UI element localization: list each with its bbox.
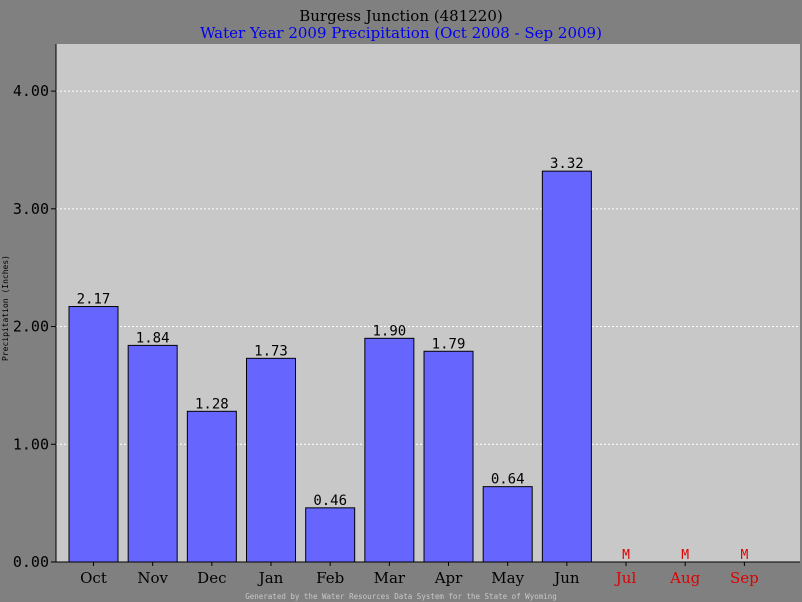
y-tick-label: 2.00 <box>13 318 49 336</box>
x-tick-label-jan: Jan <box>257 569 284 587</box>
bar-jan <box>246 357 297 563</box>
y-tick-label: 1.00 <box>13 435 49 453</box>
missing-flag-aug: M <box>681 548 689 563</box>
x-axis: Oct Nov Dec Jan Feb Mar Apr May Jun Jul Aug Sep <box>56 561 800 587</box>
y-axis: 0.00 1.00 2.00 3.00 4.00 <box>13 44 57 571</box>
data-label-nov: 1.84 <box>136 330 170 346</box>
chart-subtitle: Water Year 2009 Precipitation (Oct 2008 … <box>200 24 602 42</box>
x-tick-label-dec: Dec <box>197 569 226 587</box>
bar-oct <box>68 306 119 563</box>
y-tick-label: 0.00 <box>13 553 49 571</box>
data-label-may: 0.64 <box>491 472 525 488</box>
x-tick-label-oct: Oct <box>80 569 107 587</box>
x-tick-label-jun: Jun <box>552 569 580 587</box>
data-label-mar: 1.90 <box>372 323 406 339</box>
chart-title: Burgess Junction (481220) <box>299 7 502 25</box>
data-label-dec: 1.28 <box>195 396 229 412</box>
bar-may <box>482 486 533 563</box>
footer-credit: Generated by the Water Resources Data Sy… <box>245 592 557 601</box>
x-tick-label-jul: Jul <box>614 569 637 587</box>
bar-apr <box>423 350 474 563</box>
y-tick-label: 4.00 <box>13 82 49 100</box>
missing-flag-sep: M <box>740 548 748 563</box>
data-label-jan: 1.73 <box>254 343 288 359</box>
bar-nov <box>127 344 178 563</box>
data-label-oct: 2.17 <box>77 292 111 308</box>
data-label-feb: 0.46 <box>313 493 347 509</box>
x-tick-label-aug: Aug <box>669 569 700 587</box>
bar-feb <box>305 507 356 563</box>
y-axis-label: Precipitation (Inches) <box>1 255 10 361</box>
x-tick-label-mar: Mar <box>374 569 406 587</box>
x-tick-label-nov: Nov <box>137 569 168 587</box>
x-tick-label-may: May <box>491 569 524 587</box>
data-label-jun: 3.32 <box>550 156 584 172</box>
x-tick-label-feb: Feb <box>316 569 344 587</box>
x-tick-label-sep: Sep <box>730 569 759 587</box>
bar-jun <box>541 170 592 563</box>
x-tick-label-apr: Apr <box>434 569 463 587</box>
bar-dec <box>186 410 237 563</box>
data-label-apr: 1.79 <box>432 336 466 352</box>
y-tick-label: 3.00 <box>13 200 49 218</box>
bar-mar <box>364 337 415 563</box>
missing-flag-jul: M <box>622 548 630 563</box>
bar-series: 2.17 1.84 1.28 1.73 0.46 1.90 1.79 0.64 3.32 M M M <box>68 156 748 563</box>
